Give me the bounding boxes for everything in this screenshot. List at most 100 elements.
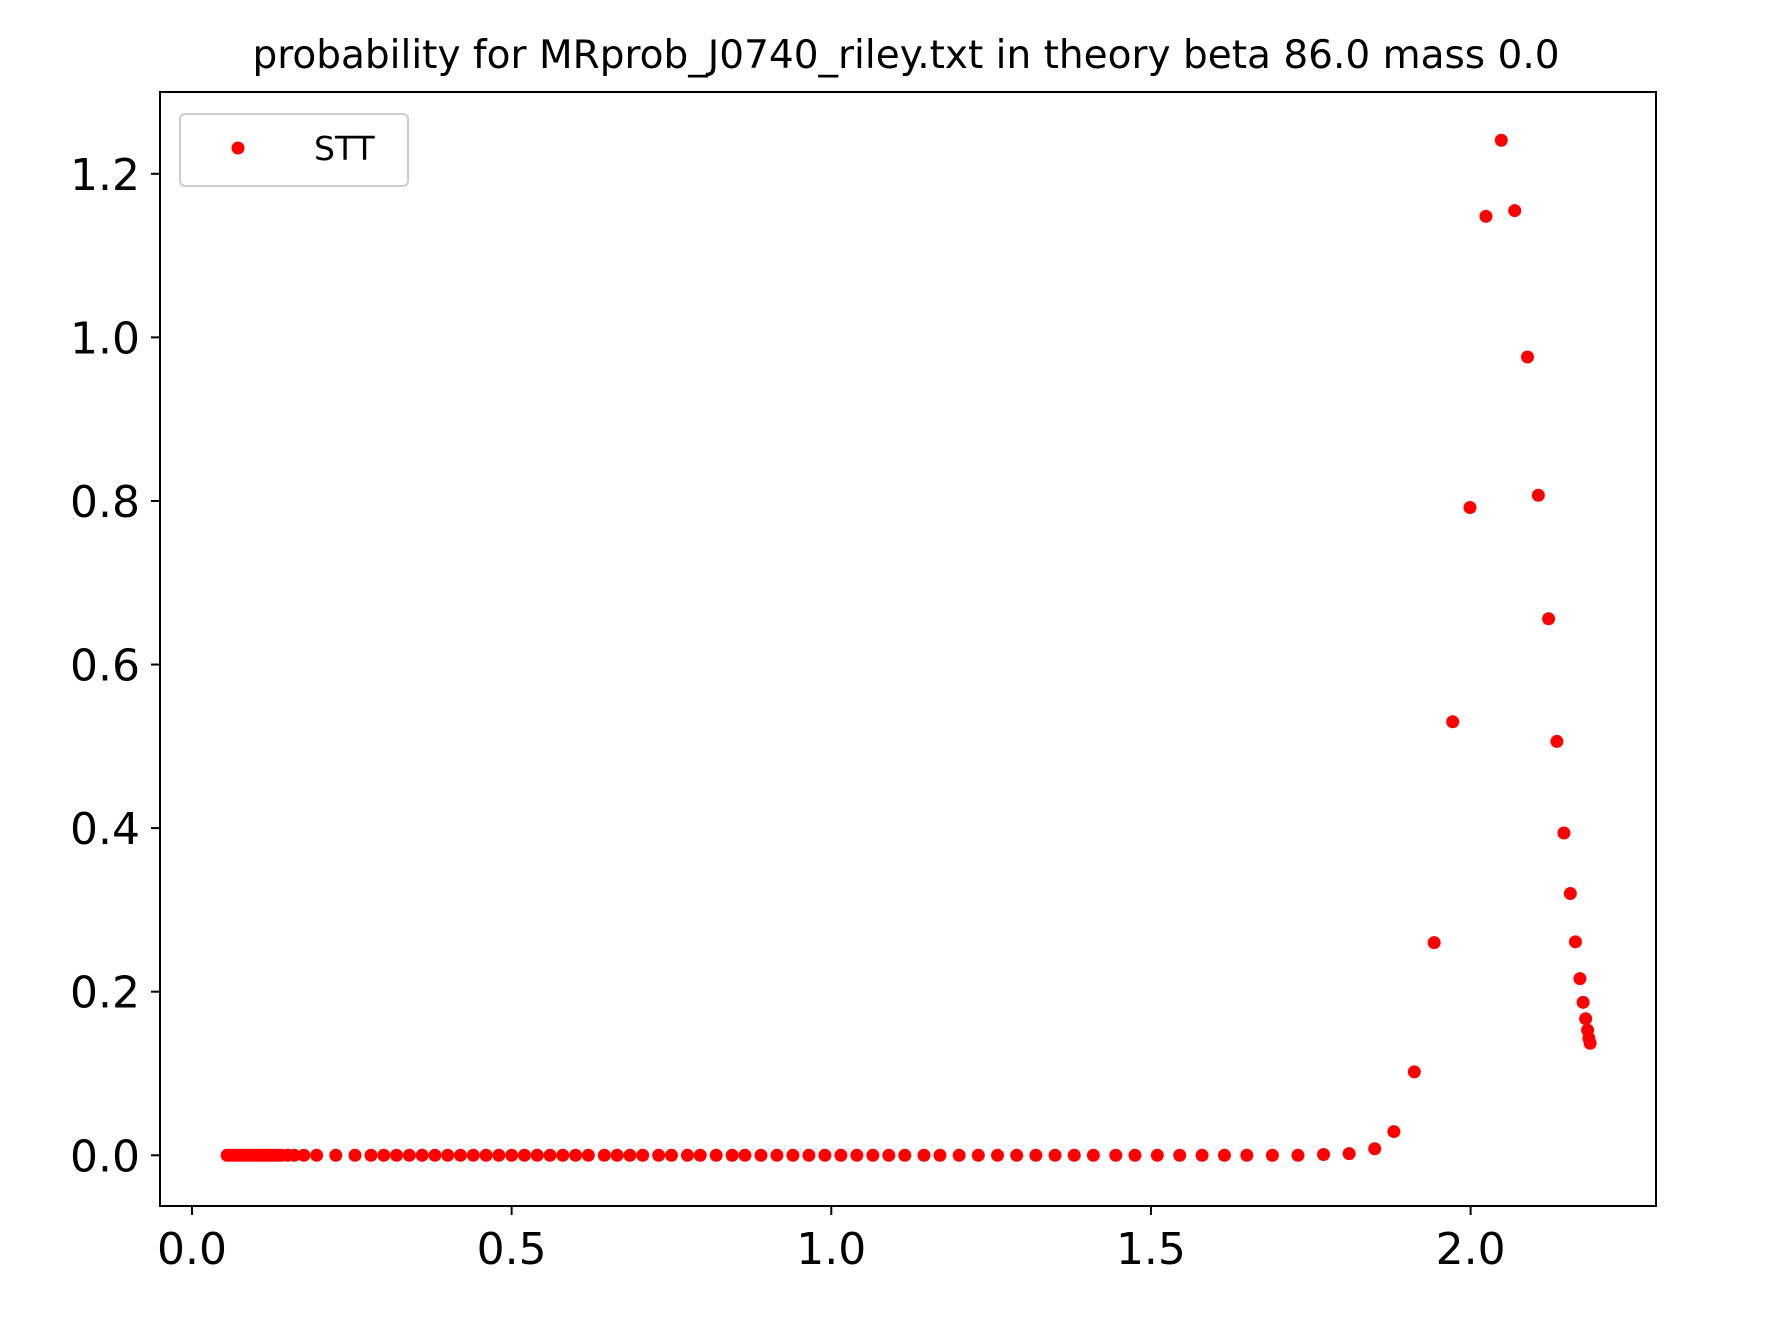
- data-point: [453, 1148, 467, 1162]
- data-point: [1195, 1148, 1209, 1162]
- data-point: [492, 1148, 506, 1162]
- data-point: [991, 1148, 1005, 1162]
- data-point: [1029, 1148, 1043, 1162]
- data-point: [1583, 1036, 1597, 1050]
- data-points: [220, 133, 1597, 1162]
- data-point: [680, 1148, 694, 1162]
- data-point: [1463, 501, 1477, 515]
- data-point: [1342, 1147, 1356, 1161]
- data-point: [1531, 488, 1545, 502]
- data-point: [556, 1148, 570, 1162]
- data-point: [581, 1148, 595, 1162]
- data-point: [709, 1148, 723, 1162]
- legend-marker: [231, 141, 245, 155]
- data-point: [802, 1148, 816, 1162]
- data-point: [1048, 1148, 1062, 1162]
- data-point: [1010, 1148, 1024, 1162]
- data-point: [1407, 1065, 1421, 1079]
- data-point: [1479, 209, 1493, 223]
- data-point: [933, 1148, 947, 1162]
- data-point: [569, 1148, 583, 1162]
- data-point: [543, 1148, 557, 1162]
- data-point: [1576, 995, 1590, 1009]
- data-point: [479, 1148, 493, 1162]
- x-tick-label: 0.5: [477, 1224, 547, 1275]
- data-point: [866, 1148, 880, 1162]
- data-point: [636, 1148, 650, 1162]
- data-point: [530, 1148, 544, 1162]
- legend-box: [179, 113, 409, 187]
- data-point: [1573, 972, 1587, 986]
- data-point: [738, 1148, 752, 1162]
- data-point: [725, 1148, 739, 1162]
- data-point: [1542, 612, 1556, 626]
- data-point: [1109, 1148, 1123, 1162]
- data-point: [1387, 1125, 1401, 1139]
- y-tick-label: 0.2: [70, 968, 140, 1019]
- data-point: [1317, 1147, 1331, 1161]
- data-point: [1067, 1148, 1081, 1162]
- data-point: [402, 1148, 416, 1162]
- data-point: [623, 1148, 637, 1162]
- data-point: [754, 1148, 768, 1162]
- data-point: [466, 1148, 480, 1162]
- data-point: [1494, 133, 1508, 147]
- data-point: [1579, 1012, 1593, 1026]
- data-point: [882, 1148, 896, 1162]
- data-point: [377, 1148, 391, 1162]
- data-point: [1368, 1142, 1382, 1156]
- data-point: [786, 1148, 800, 1162]
- data-point: [1291, 1148, 1305, 1162]
- data-point: [1217, 1148, 1231, 1162]
- data-point: [297, 1148, 311, 1162]
- legend-label-stt: STT: [314, 129, 376, 168]
- data-point: [1173, 1148, 1187, 1162]
- chart-title: probability for MRprob_J0740_riley.txt i…: [252, 33, 1559, 78]
- data-point: [287, 1148, 301, 1162]
- x-tick-label: 1.0: [796, 1224, 866, 1275]
- data-point: [610, 1148, 624, 1162]
- y-tick-label: 0.6: [70, 641, 140, 692]
- y-axis-ticks: 0.0 0.2 0.4 0.6 0.8 1.0 1.2: [70, 150, 160, 1182]
- x-axis-ticks: 0.0 0.5 1.0 1.5 2.0: [157, 1206, 1506, 1275]
- data-point: [693, 1148, 707, 1162]
- data-point: [1086, 1148, 1100, 1162]
- data-point: [917, 1148, 931, 1162]
- data-point: [364, 1148, 378, 1162]
- y-tick-label: 0.8: [70, 477, 140, 528]
- data-point: [952, 1148, 966, 1162]
- data-point: [390, 1148, 404, 1162]
- x-tick-label: 0.0: [157, 1224, 227, 1275]
- data-point: [348, 1148, 362, 1162]
- data-point: [652, 1148, 666, 1162]
- data-point: [1508, 204, 1522, 218]
- y-tick-label: 0.0: [70, 1131, 140, 1182]
- data-point: [971, 1148, 985, 1162]
- y-tick-label: 1.2: [70, 150, 140, 201]
- data-point: [415, 1148, 429, 1162]
- data-point: [1150, 1148, 1164, 1162]
- legend: STT: [179, 113, 409, 187]
- data-point: [329, 1148, 343, 1162]
- data-point: [770, 1148, 784, 1162]
- x-tick-label: 2.0: [1436, 1224, 1506, 1275]
- y-tick-label: 0.4: [70, 804, 140, 855]
- data-point: [1568, 935, 1582, 949]
- data-point: [428, 1148, 442, 1162]
- data-point: [310, 1148, 324, 1162]
- data-point: [1563, 887, 1577, 901]
- data-point: [664, 1148, 678, 1162]
- data-point: [898, 1148, 912, 1162]
- y-tick-label: 1.0: [70, 313, 140, 364]
- data-point: [1427, 936, 1441, 950]
- data-point: [1446, 715, 1460, 729]
- x-tick-label: 1.5: [1116, 1224, 1186, 1275]
- data-point: [834, 1148, 848, 1162]
- data-point: [1240, 1148, 1254, 1162]
- data-point: [505, 1148, 519, 1162]
- data-point: [1550, 734, 1564, 748]
- data-point: [517, 1148, 531, 1162]
- data-point: [1265, 1148, 1279, 1162]
- data-point: [818, 1148, 832, 1162]
